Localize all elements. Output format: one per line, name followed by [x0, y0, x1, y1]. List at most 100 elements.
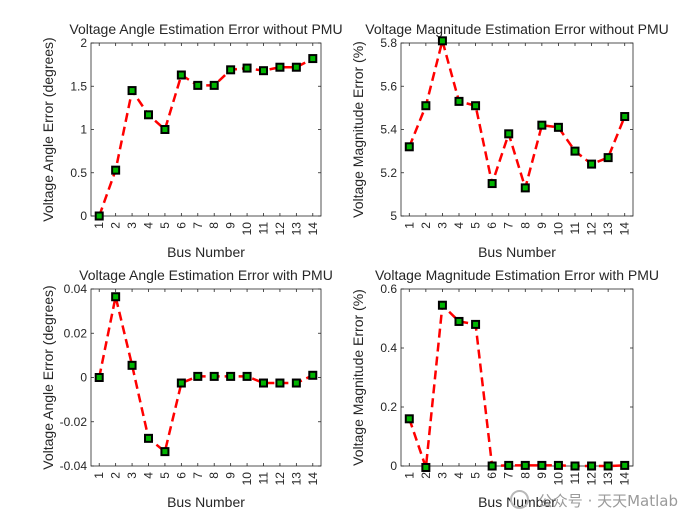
- data-point: [144, 433, 153, 443]
- y-tick-label: 0: [390, 459, 397, 473]
- x-tick-label: 7: [191, 472, 205, 479]
- data-point: [242, 63, 252, 73]
- y-axis-label: Voltage Magnitude Error (%): [350, 41, 366, 218]
- x-tick-label: 3: [125, 472, 139, 479]
- data-point: [504, 460, 514, 470]
- data-point: [537, 120, 547, 130]
- data-point: [587, 461, 597, 471]
- x-tick-label: 12: [585, 472, 599, 486]
- y-axis-label: Voltage Angle Error (degrees): [40, 285, 56, 469]
- data-point: [176, 70, 186, 80]
- x-tick-label: 11: [568, 472, 582, 485]
- series-line: [97, 295, 314, 453]
- x-tick-label: 7: [502, 222, 516, 229]
- data-point: [275, 62, 285, 72]
- x-tick-label: 10: [240, 222, 254, 236]
- data-point: [209, 371, 219, 381]
- x-tick-label: 1: [92, 222, 106, 229]
- chart-title: Voltage Angle Estimation Error with PMU: [79, 267, 333, 283]
- x-tick-label: 13: [289, 472, 303, 486]
- data-point: [111, 165, 121, 175]
- x-tick-label: 13: [601, 472, 615, 486]
- data-point: [587, 159, 597, 169]
- x-tick-label: 8: [518, 222, 532, 229]
- data-point: [404, 142, 414, 152]
- data-point: [111, 292, 121, 302]
- x-tick-label: 10: [240, 472, 254, 486]
- data-point: [242, 371, 252, 381]
- data-point: [275, 378, 285, 388]
- data-point: [421, 462, 431, 472]
- x-tick-label: 3: [435, 472, 449, 479]
- data-point: [520, 460, 530, 470]
- data-point: [259, 378, 268, 388]
- y-tick-label: 2: [80, 36, 87, 50]
- y-axis-label: Voltage Magnitude Error (%): [350, 289, 366, 466]
- data-point: [553, 460, 563, 470]
- wechat-logo-icon: [510, 490, 530, 509]
- y-tick-label: 1: [80, 123, 87, 137]
- data-point: [537, 460, 547, 470]
- x-tick-label: 2: [109, 472, 123, 479]
- y-tick-label: 0.5: [70, 166, 87, 180]
- x-tick-label: 5: [469, 222, 483, 229]
- data-point: [160, 447, 170, 457]
- x-axis-label: Bus Number: [478, 244, 556, 260]
- data-point: [471, 319, 481, 329]
- data-point: [454, 316, 464, 326]
- data-point: [193, 371, 203, 381]
- y-tick-label: 5.6: [380, 79, 397, 93]
- x-tick-label: 14: [618, 472, 632, 486]
- plot-area: [90, 288, 322, 467]
- x-tick-label: 14: [306, 222, 320, 236]
- data-point: [620, 112, 630, 122]
- y-tick-label: 5.8: [380, 36, 397, 50]
- x-tick-label: 4: [142, 222, 156, 229]
- data-point: [160, 125, 170, 134]
- data-point: [437, 36, 447, 46]
- x-tick-label: 14: [618, 222, 632, 236]
- x-tick-label: 4: [142, 472, 156, 479]
- x-tick-label: 11: [257, 222, 271, 235]
- y-tick-label: -0.04: [60, 459, 88, 473]
- x-tick-label: 8: [518, 472, 532, 479]
- x-tick-label: 13: [289, 222, 303, 236]
- data-point: [176, 378, 186, 388]
- x-tick-label: 3: [435, 222, 449, 229]
- data-point: [308, 54, 318, 64]
- x-tick-label: 5: [158, 222, 172, 229]
- x-tick-label: 10: [551, 222, 565, 236]
- x-tick-label: 11: [568, 222, 582, 235]
- y-tick-label: 0: [80, 209, 87, 223]
- data-point: [94, 373, 104, 382]
- data-point: [553, 122, 563, 132]
- x-tick-label: 4: [452, 222, 466, 229]
- data-point: [127, 86, 137, 96]
- x-tick-label: 4: [452, 472, 466, 479]
- y-tick-label: 0.02: [64, 326, 88, 340]
- x-axis-label: Bus Number: [167, 494, 245, 510]
- series-line: [408, 303, 625, 469]
- data-point: [454, 96, 464, 106]
- x-tick-label: 12: [273, 472, 287, 486]
- x-tick-label: 6: [485, 222, 499, 229]
- x-tick-label: 2: [419, 222, 433, 229]
- y-tick-label: 0.2: [380, 400, 397, 414]
- x-tick-label: 1: [402, 222, 416, 229]
- plot-area: [400, 42, 634, 217]
- x-tick-label: 5: [469, 472, 483, 479]
- data-point: [226, 65, 236, 75]
- data-point: [291, 62, 301, 72]
- x-tick-label: 6: [485, 472, 499, 479]
- y-tick-label: -0.02: [60, 415, 88, 429]
- x-tick-label: 9: [535, 472, 549, 479]
- data-point: [487, 179, 497, 189]
- x-tick-label: 8: [207, 222, 221, 229]
- data-point: [308, 370, 318, 380]
- x-tick-label: 11: [257, 472, 271, 485]
- x-tick-label: 9: [535, 222, 549, 229]
- y-tick-label: 5.4: [380, 123, 397, 137]
- x-tick-label: 6: [174, 222, 188, 229]
